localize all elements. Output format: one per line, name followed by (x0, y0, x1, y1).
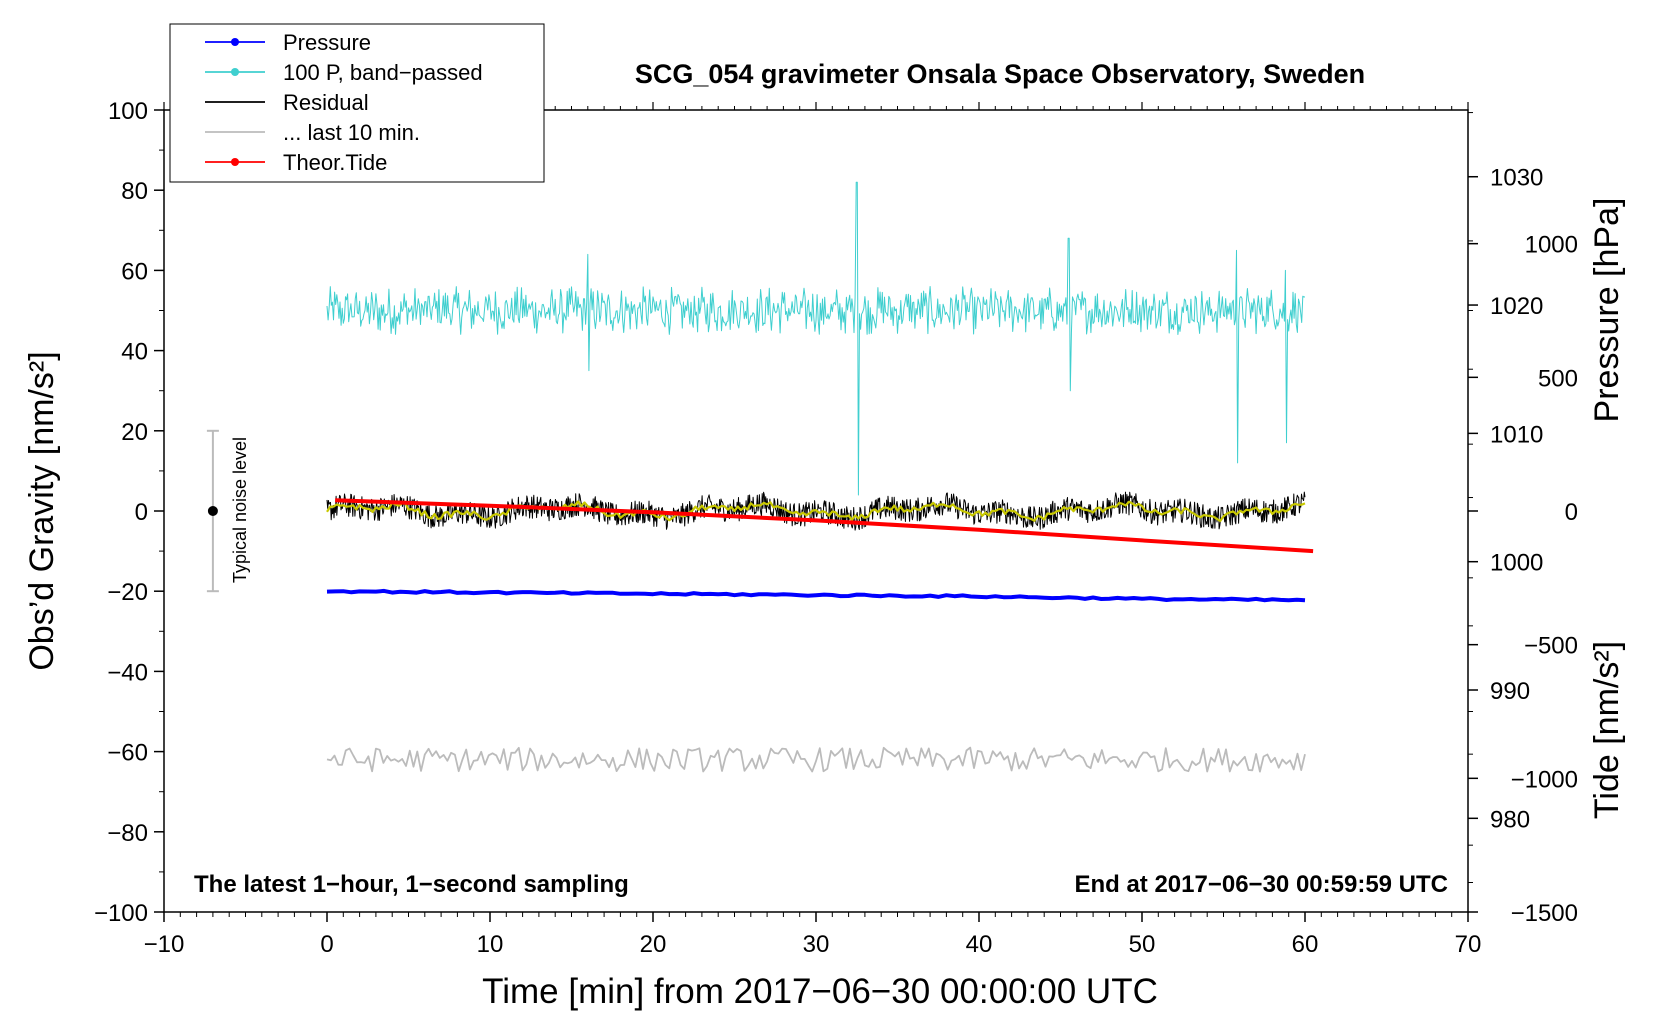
legend-label: Theor.Tide (283, 150, 387, 175)
tide-tick-label: −1500 (1511, 900, 1578, 927)
chart-title: SCG_054 gravimeter Onsala Space Observat… (635, 59, 1365, 89)
legend-label: Pressure (283, 30, 371, 55)
x-tick-label: 30 (803, 931, 830, 958)
y-axis-left-label: Obs’d Gravity [nm/s²] (23, 351, 61, 670)
series-residual (326, 491, 1306, 531)
pressure-tick-label: 1000 (1490, 550, 1543, 577)
series-bandpassed-pressure (326, 181, 1306, 496)
x-tick-label: −10 (144, 931, 185, 958)
y-axis-pressure-label: Pressure [hPa] (1588, 198, 1626, 423)
tide-tick-label: −1000 (1511, 766, 1578, 793)
x-tick-label: 60 (1292, 931, 1319, 958)
tide-tick-label: 1000 (1525, 232, 1578, 259)
pressure-tick-label: 1020 (1490, 293, 1543, 320)
series-pressure (326, 588, 1306, 603)
pressure-tick-label: 1030 (1490, 165, 1543, 192)
y-tick-label: −60 (107, 740, 148, 767)
pressure-tick-label: 1010 (1490, 421, 1543, 448)
pressure-tick-label: 980 (1490, 806, 1530, 833)
y-tick-label: −100 (94, 900, 148, 927)
x-tick-label: 50 (1129, 931, 1156, 958)
legend-box (169, 23, 545, 183)
tide-tick-label: 0 (1565, 499, 1578, 526)
series-layer (326, 181, 1314, 773)
legend-label: ... last 10 min. (283, 120, 420, 145)
y-tick-label: 0 (135, 499, 148, 526)
y-tick-label: 40 (121, 339, 148, 366)
x-axis-label: Time [min] from 2017−06−30 00:00:00 UTC (482, 972, 1158, 1011)
x-tick-label: 0 (320, 931, 333, 958)
y-tick-label: 80 (121, 178, 148, 205)
x-tick-label: 10 (477, 931, 504, 958)
y-tick-label: 60 (121, 258, 148, 285)
y-axis-pressure: 1030 1020 1010 1000 990 980 (1468, 112, 1543, 883)
tide-tick-label: 500 (1538, 365, 1578, 392)
y-tick-label: 20 (121, 419, 148, 446)
legend-label: Residual (283, 90, 369, 115)
series-residual-smoothed (326, 500, 1306, 523)
x-tick-label: 70 (1455, 931, 1482, 958)
x-axis: −10 0 10 20 30 40 50 60 70 (144, 102, 1482, 958)
series-theor-tide (335, 498, 1314, 554)
pressure-tick-label: 990 (1490, 678, 1530, 705)
x-tick-label: 40 (966, 931, 993, 958)
legend-swatch-marker (231, 38, 239, 46)
y-axis-tide: 1000 500 0 −500 −1000 −1500 (1468, 176, 1578, 927)
y-tick-label: 100 (108, 98, 148, 125)
y-tick-label: −80 (107, 820, 148, 847)
annotation-end-time: End at 2017−06−30 00:59:59 UTC (1074, 871, 1448, 898)
y-tick-label: −20 (107, 579, 148, 606)
legend-label: 100 P, band−passed (283, 60, 483, 85)
annotation-sampling: The latest 1−hour, 1−second sampling (194, 871, 629, 898)
legend-swatch-marker (231, 158, 239, 166)
tide-tick-label: −500 (1524, 633, 1578, 660)
noise-label: Typical noise level (230, 437, 250, 583)
x-tick-label: 20 (640, 931, 667, 958)
noise-bar-center-dot (207, 506, 218, 516)
y-axis-tide-label: Tide [nm/s²] (1588, 641, 1626, 819)
noise-bar (206, 429, 219, 593)
legend: Pressure 100 P, band−passed Residual ... la… (169, 23, 545, 183)
y-axis-left: 100 80 60 40 20 0 −20 −40 −60 −80 −100 (94, 98, 164, 927)
legend-swatch-marker (231, 68, 239, 76)
series-last-10-min (326, 746, 1306, 773)
y-tick-label: −40 (107, 659, 148, 686)
